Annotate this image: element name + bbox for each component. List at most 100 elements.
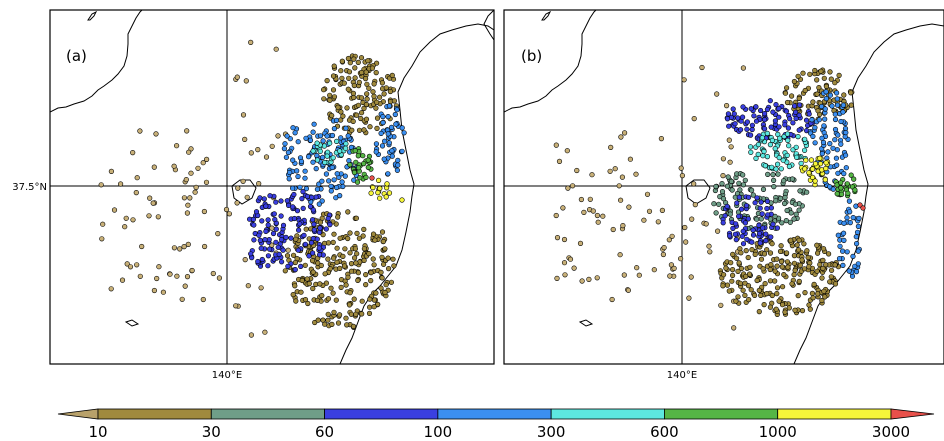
station-marker	[774, 285, 781, 291]
station-marker	[745, 283, 752, 289]
station-marker	[299, 196, 305, 202]
station-marker	[244, 194, 250, 200]
station-marker	[347, 162, 353, 168]
station-marker	[729, 278, 735, 284]
station-marker	[823, 262, 829, 268]
station-marker	[379, 275, 385, 281]
station-marker	[703, 221, 709, 227]
station-marker	[807, 71, 813, 77]
station-marker	[328, 188, 334, 194]
station-marker	[726, 137, 732, 143]
station-marker	[743, 203, 750, 209]
station-marker	[830, 145, 836, 151]
station-marker	[371, 304, 377, 310]
station-marker	[725, 174, 731, 180]
station-marker	[781, 133, 787, 140]
station-marker	[740, 172, 746, 178]
station-marker	[319, 198, 325, 204]
station-marker	[292, 130, 298, 136]
station-marker	[854, 229, 861, 235]
station-marker	[820, 257, 826, 264]
station-marker	[321, 87, 327, 93]
station-marker	[814, 242, 820, 248]
station-marker	[569, 183, 576, 189]
station-marker	[174, 273, 180, 279]
station-marker	[275, 133, 281, 139]
station-marker	[248, 332, 254, 338]
station-marker	[848, 90, 854, 96]
station-marker	[381, 91, 387, 97]
station-marker	[844, 249, 850, 255]
station-marker	[331, 177, 337, 183]
station-marker	[779, 302, 786, 308]
station-marker	[771, 184, 777, 190]
station-marker	[787, 116, 793, 122]
station-marker	[378, 269, 384, 276]
station-marker	[828, 267, 835, 273]
station-marker	[380, 238, 386, 245]
station-marker	[301, 232, 307, 238]
station-marker	[327, 97, 333, 103]
station-marker	[329, 321, 335, 328]
station-marker	[791, 216, 797, 222]
station-marker	[718, 302, 724, 308]
station-marker	[343, 145, 349, 151]
station-marker	[210, 270, 216, 277]
station-marker	[371, 81, 377, 87]
station-marker	[772, 278, 778, 284]
station-marker	[388, 124, 395, 130]
station-marker	[827, 184, 833, 190]
station-marker	[740, 104, 746, 110]
station-marker	[728, 178, 735, 184]
station-marker	[815, 108, 821, 114]
station-marker	[385, 171, 391, 177]
station-marker	[753, 155, 759, 161]
station-marker	[791, 253, 798, 259]
station-marker	[325, 215, 331, 222]
station-marker	[758, 292, 764, 299]
station-marker	[253, 209, 260, 215]
station-marker	[855, 261, 861, 267]
station-marker	[835, 232, 841, 238]
station-marker	[134, 175, 140, 181]
station-marker	[594, 275, 600, 281]
station-marker	[355, 153, 361, 159]
station-marker	[370, 231, 377, 237]
station-marker	[248, 39, 254, 46]
station-marker	[762, 281, 768, 287]
station-marker	[784, 207, 790, 214]
colorbar-extend-high	[890, 408, 935, 420]
station-marker	[358, 115, 364, 122]
station-marker	[383, 282, 389, 288]
station-marker	[707, 249, 713, 255]
station-marker	[729, 187, 735, 193]
station-marker	[401, 130, 407, 136]
station-marker	[242, 257, 248, 263]
station-marker	[843, 165, 849, 171]
station-marker	[363, 116, 370, 122]
station-marker	[778, 166, 784, 172]
station-marker	[185, 202, 191, 208]
station-marker	[804, 189, 810, 195]
station-marker	[828, 274, 834, 280]
station-marker	[334, 184, 340, 191]
station-marker	[749, 247, 755, 253]
station-marker	[819, 275, 825, 281]
station-marker	[728, 260, 734, 266]
station-marker	[379, 143, 386, 149]
station-marker	[366, 85, 372, 91]
station-marker	[779, 220, 785, 226]
station-marker	[760, 186, 767, 192]
colorbar-extend-low	[57, 408, 99, 420]
colorbar-segment	[777, 408, 892, 420]
station-marker	[837, 243, 843, 249]
station-marker	[774, 256, 780, 262]
station-marker	[337, 148, 343, 154]
station-marker	[385, 113, 391, 120]
station-marker	[338, 109, 344, 115]
station-marker	[732, 121, 738, 127]
station-marker	[785, 264, 791, 270]
station-marker	[250, 216, 256, 222]
station-marker	[293, 298, 299, 304]
station-marker	[775, 171, 781, 177]
